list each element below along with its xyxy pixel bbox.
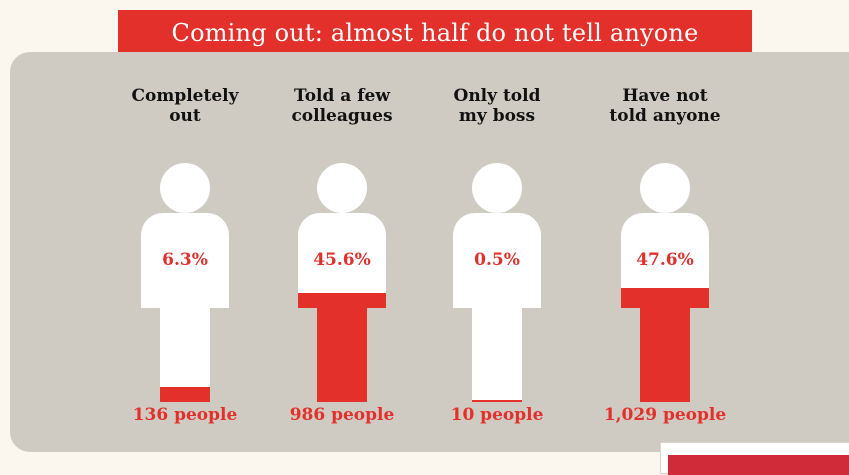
title-banner: Coming out: almost half do not tell anyo… (118, 10, 752, 56)
people-count: 10 people (450, 405, 544, 425)
percent-label: 0.5% (474, 250, 520, 270)
percent-label: 47.6% (636, 250, 694, 270)
person-torso (453, 213, 541, 308)
people-count: 136 people (132, 405, 238, 425)
figure-heading: Told a few colleagues (291, 86, 393, 126)
figure-heading: Have not told anyone (609, 86, 721, 126)
figure-heading: Completely out (131, 86, 239, 126)
person-head (317, 163, 367, 213)
share-fill (472, 400, 522, 402)
people-count: 1,029 people (603, 405, 727, 425)
person-head (472, 163, 522, 213)
share-fill-band (621, 288, 709, 308)
person-head (640, 163, 690, 213)
person-legs (472, 300, 522, 402)
person-torso (298, 213, 386, 308)
person-head (160, 163, 210, 213)
person-legs (160, 300, 210, 402)
person-legs (640, 300, 690, 402)
percent-label: 6.3% (162, 250, 208, 270)
share-fill (317, 300, 367, 402)
share-fill (160, 387, 210, 402)
chart-title: Coming out: almost half do not tell anyo… (171, 19, 699, 47)
person-torso (141, 213, 229, 308)
figure-heading: Only told my boss (453, 86, 541, 126)
percent-label: 45.6% (313, 250, 371, 270)
corner-red-bar (668, 455, 849, 475)
person-legs (317, 300, 367, 402)
share-fill-band (298, 293, 386, 308)
share-fill (640, 300, 690, 402)
people-count: 986 people (289, 405, 395, 425)
